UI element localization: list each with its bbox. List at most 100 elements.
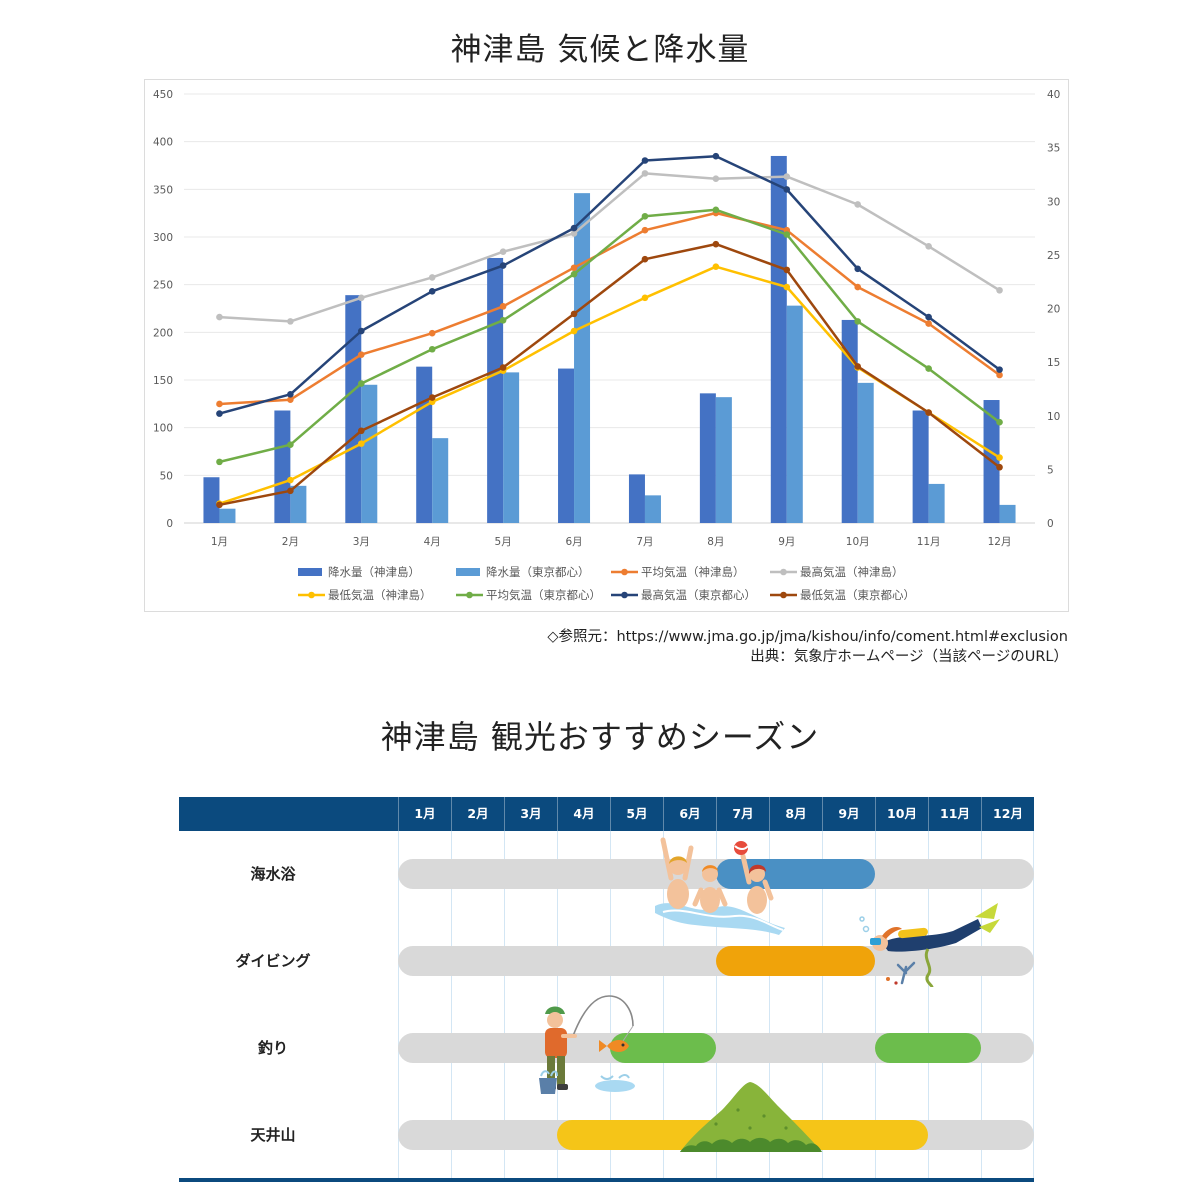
line-series — [216, 206, 1003, 466]
data-point — [216, 410, 223, 417]
y-right-tick-label: 0 — [1047, 518, 1054, 530]
series-line — [219, 208, 1001, 464]
data-point — [287, 396, 294, 403]
data-point — [570, 230, 578, 237]
legend-label: 平均気温（東京都心） — [486, 588, 601, 602]
month-header-cell: 5月 — [610, 797, 663, 831]
fisherman-illustration — [539, 995, 635, 1094]
data-point — [996, 286, 1003, 294]
data-point — [357, 440, 365, 447]
legend-label: 最高気温（神津島） — [800, 565, 904, 579]
data-point — [641, 170, 649, 177]
y-left-tick-label: 150 — [153, 375, 173, 387]
row-label: 天井山 — [250, 1126, 296, 1144]
y-left-tick-label: 250 — [153, 280, 173, 292]
data-point — [925, 409, 932, 416]
month-header-cell: 12月 — [981, 797, 1034, 831]
data-point — [996, 463, 1003, 471]
bar — [786, 305, 803, 523]
y-right-tick-label: 20 — [1047, 304, 1060, 316]
data-point — [287, 318, 294, 325]
legend-swatch — [456, 568, 480, 576]
data-point — [641, 226, 649, 234]
data-point — [641, 212, 649, 220]
legend-label: 最低気温（東京都心） — [800, 588, 915, 602]
data-point — [712, 152, 720, 160]
legend-label: 降水量（東京都心） — [486, 565, 590, 579]
y-right-tick-label: 25 — [1047, 250, 1060, 262]
x-tick-label: 1月 — [211, 536, 228, 548]
season-header-row: 1月 2月 3月 4月 5月 6月 7月 8月 9月 10月 11月 12月 — [179, 797, 1034, 831]
season-period-bar — [716, 946, 875, 976]
data-point — [854, 201, 862, 208]
legend-marker — [621, 591, 628, 599]
diver-illustration — [859, 903, 1000, 988]
data-point — [712, 206, 720, 214]
data-point — [854, 283, 862, 291]
bar — [715, 397, 732, 523]
data-point — [216, 501, 223, 509]
data-point — [783, 231, 791, 238]
source-credit: 出典：気象庁ホームページ（当該ページのURL） — [750, 649, 1068, 665]
bar — [219, 508, 236, 523]
data-point — [428, 274, 436, 281]
x-tick-label: 12月 — [988, 536, 1012, 548]
legend-marker — [780, 568, 787, 576]
line-series — [216, 240, 1003, 509]
bar — [841, 319, 858, 523]
data-point — [357, 380, 365, 387]
swimmers-illustration — [655, 837, 785, 935]
data-point — [428, 345, 436, 353]
data-point — [712, 240, 720, 248]
legend-marker — [308, 591, 315, 599]
legend-item: 平均気温（東京都心） — [456, 588, 601, 602]
y-left-tick-label: 0 — [166, 518, 173, 530]
data-point — [996, 418, 1003, 426]
data-point — [428, 329, 436, 337]
data-point — [854, 363, 862, 370]
legend-swatch — [298, 568, 322, 576]
month-header-cell: 11月 — [928, 797, 981, 831]
data-point — [641, 294, 649, 302]
climate-chart-svg: 0 50 100 150 200 250 300 350 400 450 0 5 10 15 20 25 30 3… — [153, 89, 1060, 602]
x-tick-label: 2月 — [282, 536, 299, 548]
line-series — [216, 152, 1003, 417]
legend-marker — [780, 591, 787, 599]
data-point — [996, 454, 1003, 461]
data-point — [570, 310, 578, 318]
legend-item: 降水量（神津島） — [298, 565, 420, 579]
data-point — [996, 366, 1003, 373]
data-point — [428, 394, 436, 401]
legend-label: 最高気温（東京都心） — [641, 588, 756, 602]
legend-item: 最低気温（神津島） — [298, 588, 432, 602]
y-left-tick-label: 400 — [153, 137, 173, 149]
month-header-cell: 10月 — [875, 797, 928, 831]
data-point — [996, 371, 1003, 379]
y-right-tick-label: 30 — [1047, 196, 1060, 208]
season-row-fishing: 釣り — [179, 1005, 1034, 1092]
data-point — [357, 351, 365, 358]
month-header-cell: 8月 — [769, 797, 822, 831]
bar — [432, 438, 449, 523]
data-point — [570, 224, 578, 232]
data-point — [570, 270, 578, 278]
month-header-cell: 2月 — [451, 797, 504, 831]
bar — [503, 372, 520, 523]
legend-item: 最高気温（神津島） — [770, 565, 904, 579]
series-line — [219, 242, 1001, 507]
bar — [928, 483, 945, 523]
x-tick-label: 5月 — [495, 536, 512, 548]
data-point — [499, 248, 507, 255]
data-point — [428, 288, 436, 295]
data-point — [499, 303, 507, 310]
bar — [628, 474, 645, 523]
data-point — [287, 476, 294, 484]
data-point — [287, 391, 294, 398]
bar — [912, 410, 929, 523]
x-tick-label: 6月 — [565, 536, 582, 548]
y-left-tick-label: 100 — [153, 423, 173, 435]
legend-item: 最低気温（東京都心） — [770, 588, 915, 602]
bar — [203, 477, 220, 523]
data-point — [712, 175, 720, 183]
row-label: ダイビング — [235, 952, 311, 970]
